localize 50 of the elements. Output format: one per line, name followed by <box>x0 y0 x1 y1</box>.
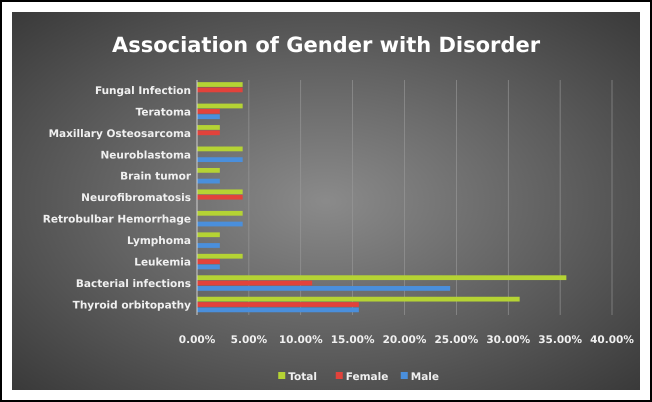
legend-label: Male <box>410 371 440 383</box>
bar <box>197 114 220 120</box>
bar <box>197 296 520 302</box>
x-tick-label: 40.00% <box>590 334 634 346</box>
bar <box>197 108 220 114</box>
bar <box>197 307 359 312</box>
y-tick-label: Bacterial infections <box>76 278 191 290</box>
y-tick-label: Retrobulbar Hemorrhage <box>42 214 191 226</box>
bar <box>197 275 566 280</box>
x-tick-label: 5.00% <box>230 334 268 346</box>
bar <box>197 168 220 173</box>
y-tick-label: Thyroid orbitopathy <box>72 299 192 312</box>
legend-label: Total <box>288 371 317 383</box>
y-tick-label: Teratoma <box>136 106 191 118</box>
legend-label: Female <box>346 371 388 383</box>
y-tick-label: Brain tumor <box>120 170 192 183</box>
bar <box>197 232 220 238</box>
y-tick-label: Leukemia <box>134 256 191 269</box>
y-tick-label: Neurofibromatosis <box>81 192 191 204</box>
x-tick-label: 30.00% <box>486 334 531 346</box>
bar <box>197 243 220 248</box>
x-tick-label: 10.00% <box>278 334 324 346</box>
bar <box>197 264 220 270</box>
bar <box>197 189 243 194</box>
bar <box>197 178 220 184</box>
y-tick-label: Lymphoma <box>127 235 191 248</box>
bar <box>197 210 243 216</box>
bar <box>197 194 243 200</box>
bar <box>197 125 220 130</box>
bar <box>197 82 243 87</box>
bar <box>197 157 243 162</box>
bar <box>197 280 312 286</box>
bar <box>197 254 243 259</box>
bar <box>197 302 359 307</box>
x-tick-label: 20.00% <box>382 334 427 346</box>
x-tick-label: 35.00% <box>538 334 582 346</box>
chart-title: Association of Gender with Disorder <box>112 33 541 57</box>
bar <box>197 130 220 136</box>
x-tick-label: 15.00% <box>330 334 375 346</box>
bar <box>197 88 243 92</box>
y-tick-label: Fungal Infection <box>94 84 191 97</box>
bar <box>197 259 220 264</box>
bar <box>197 222 243 226</box>
x-tick-label: 25.00% <box>434 334 479 346</box>
bar <box>197 104 243 108</box>
x-tick-label: 0.00% <box>178 334 216 346</box>
bar <box>197 146 243 152</box>
y-tick-label: Neuroblastoma <box>100 149 191 162</box>
bar <box>197 286 450 291</box>
y-tick-label: Maxillary Osteosarcoma <box>48 128 191 140</box>
